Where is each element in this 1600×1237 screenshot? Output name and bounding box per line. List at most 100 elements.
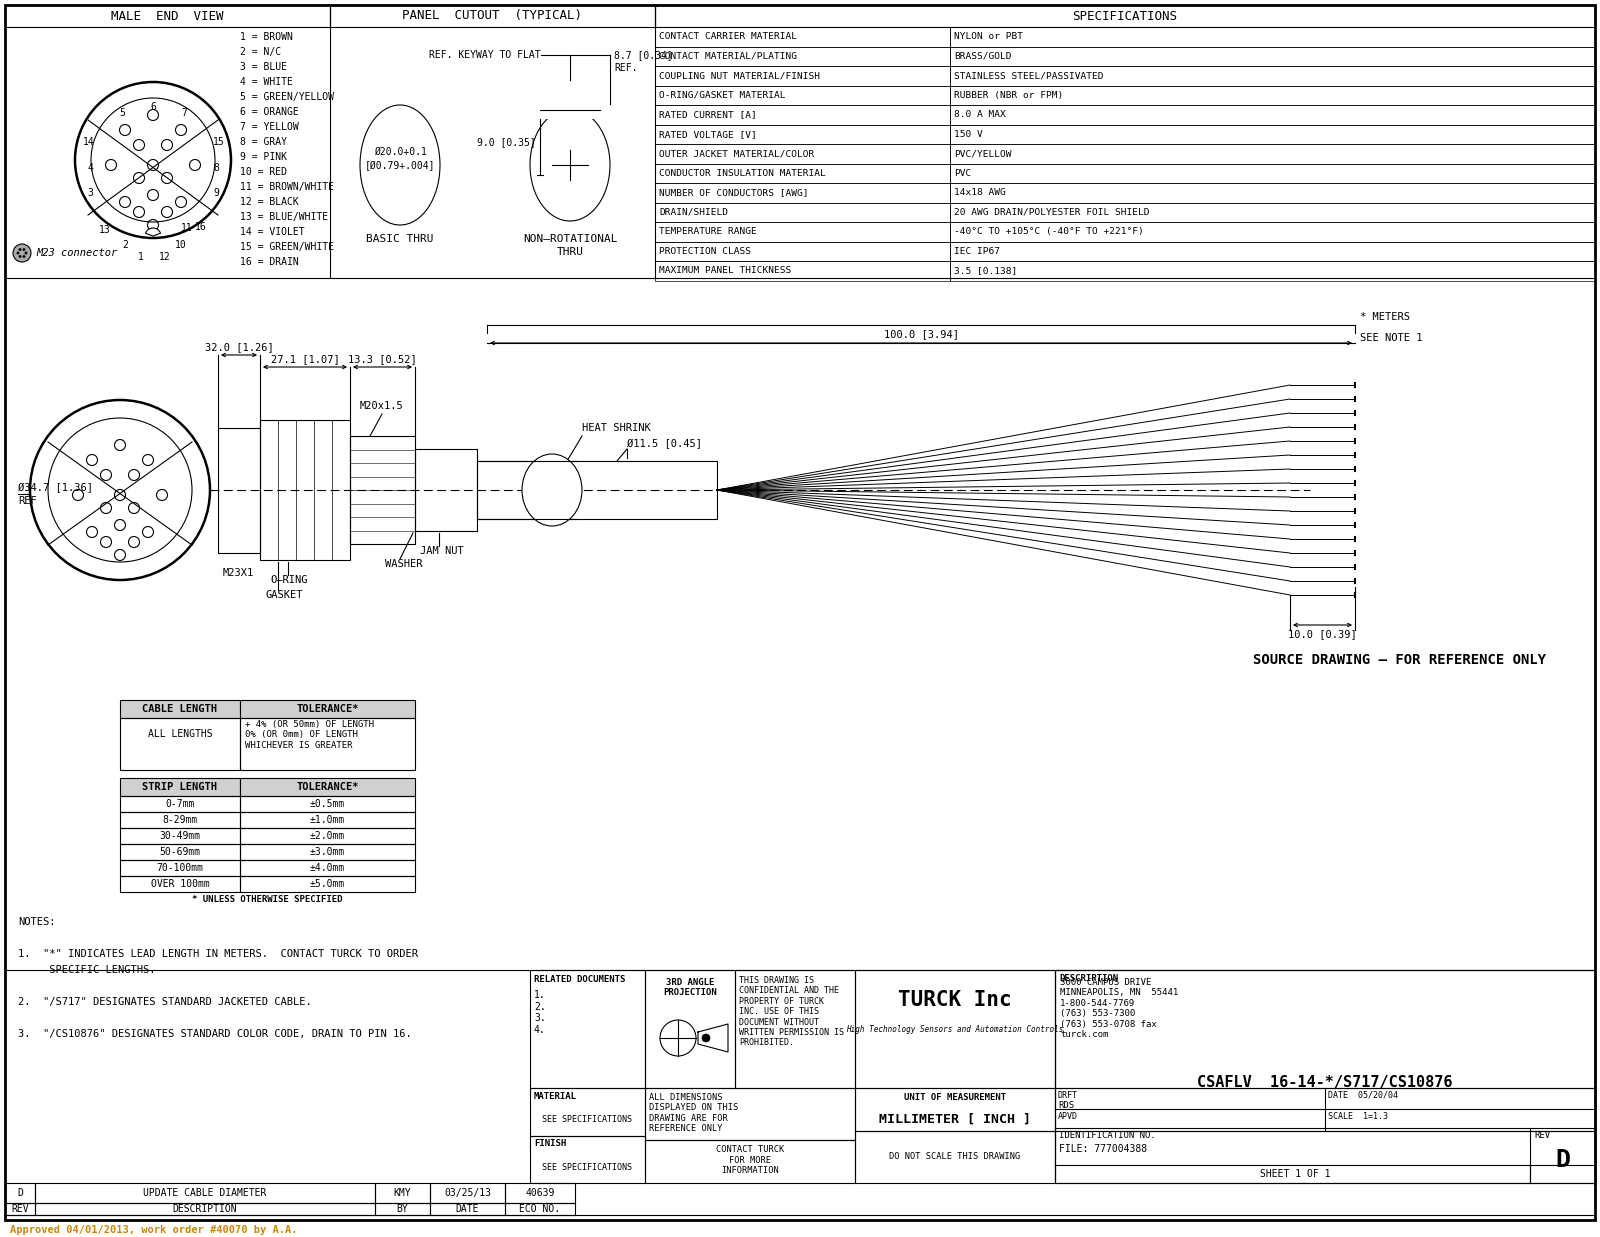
Bar [654, 203, 950, 221]
Bar [530, 970, 645, 1089]
Bar [528, 105, 611, 119]
Text: BY: BY [397, 1204, 408, 1213]
Text: RATED CURRENT [A]: RATED CURRENT [A] [659, 110, 757, 119]
Text: CABLE LENGTH: CABLE LENGTH [142, 704, 218, 714]
Bar [240, 828, 414, 844]
Text: BRASS/GOLD: BRASS/GOLD [954, 52, 1011, 61]
Bar [950, 183, 1595, 203]
Text: TOLERANCE*: TOLERANCE* [296, 704, 358, 714]
Text: NUMBER OF CONDUCTORS [AWG]: NUMBER OF CONDUCTORS [AWG] [659, 188, 808, 197]
Text: 2.  "/S717" DESIGNATES STANDARD JACKETED CABLE.: 2. "/S717" DESIGNATES STANDARD JACKETED … [18, 997, 312, 1007]
Bar [854, 1131, 1054, 1183]
Text: SPECIFICATIONS: SPECIFICATIONS [1072, 10, 1178, 22]
Bar [950, 241, 1595, 261]
Text: 8: 8 [213, 163, 219, 173]
Bar [654, 105, 950, 125]
Text: GASKET: GASKET [266, 590, 302, 600]
Text: 6: 6 [150, 101, 155, 113]
Bar [259, 421, 350, 560]
Bar [1054, 1131, 1595, 1183]
Text: APVD: APVD [1058, 1112, 1078, 1122]
Text: DESCRIPTION: DESCRIPTION [173, 1204, 237, 1213]
Text: OVER 100mm: OVER 100mm [150, 880, 210, 889]
Text: 8 = GRAY: 8 = GRAY [240, 137, 286, 147]
Text: 40639: 40639 [525, 1188, 555, 1197]
Bar [218, 428, 259, 553]
Circle shape [26, 252, 27, 254]
Text: ECO NO.: ECO NO. [520, 1204, 560, 1213]
Text: DESCRIPTION: DESCRIPTION [1059, 974, 1118, 983]
Text: 8-29mm: 8-29mm [162, 815, 198, 825]
Bar [950, 163, 1595, 183]
Bar [120, 778, 240, 795]
Text: 03/25/13: 03/25/13 [445, 1188, 491, 1197]
Text: 11 = BROWN/WHITE: 11 = BROWN/WHITE [240, 182, 334, 192]
Polygon shape [698, 1024, 728, 1051]
Text: ALL LENGTHS: ALL LENGTHS [147, 729, 213, 738]
Text: 5 = GREEN/YELLOW: 5 = GREEN/YELLOW [240, 92, 334, 101]
Text: UPDATE CABLE DIAMETER: UPDATE CABLE DIAMETER [144, 1188, 267, 1197]
Wedge shape [146, 228, 160, 236]
Bar [414, 449, 477, 531]
Text: 100.0 [3.94]: 100.0 [3.94] [883, 329, 958, 339]
Bar [430, 1183, 506, 1204]
Text: REF: REF [18, 496, 37, 506]
Text: Ø20.0+0.1: Ø20.0+0.1 [373, 147, 427, 157]
Text: 14x18 AWG: 14x18 AWG [954, 188, 1006, 197]
Bar [950, 85, 1595, 105]
Text: COUPLING NUT MATERIAL/FINISH: COUPLING NUT MATERIAL/FINISH [659, 72, 819, 80]
Bar [734, 970, 854, 1089]
Text: SCALE  1=1.3: SCALE 1=1.3 [1328, 1112, 1389, 1122]
Bar [854, 1089, 1054, 1131]
Text: SHEET 1 OF 1: SHEET 1 OF 1 [1259, 1169, 1330, 1179]
Text: CONTACT MATERIAL/PLATING: CONTACT MATERIAL/PLATING [659, 52, 797, 61]
Text: TOLERANCE*: TOLERANCE* [296, 782, 358, 792]
Text: 4: 4 [86, 163, 93, 173]
Text: DRFT: DRFT [1058, 1091, 1078, 1100]
Text: 4 = WHITE: 4 = WHITE [240, 77, 293, 87]
Text: D: D [18, 1188, 22, 1197]
Text: MATERIAL: MATERIAL [534, 1092, 578, 1101]
Bar [120, 700, 240, 717]
Text: RDS: RDS [1058, 1101, 1074, 1110]
Bar [950, 203, 1595, 221]
Bar [240, 811, 414, 828]
Bar [35, 1183, 374, 1204]
Text: CONTACT TURCK
FOR MORE
INFORMATION: CONTACT TURCK FOR MORE INFORMATION [715, 1145, 784, 1175]
Text: 150 V: 150 V [954, 130, 982, 139]
Text: WASHER: WASHER [386, 559, 422, 569]
Text: DO NOT SCALE THIS DRAWING: DO NOT SCALE THIS DRAWING [890, 1153, 1021, 1162]
Text: PVC/YELLOW: PVC/YELLOW [954, 150, 1011, 158]
Bar [1054, 970, 1595, 1089]
Bar [430, 1204, 506, 1215]
Text: REF. KEYWAY TO FLAT: REF. KEYWAY TO FLAT [429, 49, 541, 61]
Text: DATE  05/20/04: DATE 05/20/04 [1328, 1091, 1398, 1100]
Text: 15 = GREEN/WHITE: 15 = GREEN/WHITE [240, 242, 334, 252]
Text: RUBBER (NBR or FPM): RUBBER (NBR or FPM) [954, 90, 1064, 100]
Text: CONTACT CARRIER MATERIAL: CONTACT CARRIER MATERIAL [659, 32, 797, 41]
Bar [120, 876, 240, 892]
Bar [5, 1183, 35, 1204]
Text: PROTECTION CLASS: PROTECTION CLASS [659, 246, 750, 256]
Bar [654, 241, 950, 261]
Bar [654, 143, 950, 163]
Text: SOURCE DRAWING – FOR REFERENCE ONLY: SOURCE DRAWING – FOR REFERENCE ONLY [1253, 653, 1547, 667]
Text: STAINLESS STEEL/PASSIVATED: STAINLESS STEEL/PASSIVATED [954, 72, 1104, 80]
Bar [950, 261, 1595, 281]
Text: O–RING: O–RING [270, 575, 307, 585]
Text: ±3.0mm: ±3.0mm [310, 847, 346, 857]
Text: 32.0 [1.26]: 32.0 [1.26] [205, 341, 274, 353]
Text: 3 = BLUE: 3 = BLUE [240, 62, 286, 72]
Bar [240, 860, 414, 876]
Bar [506, 1204, 574, 1215]
Circle shape [16, 252, 19, 254]
Text: 7: 7 [181, 108, 187, 118]
Bar [35, 1204, 374, 1215]
Text: THRU: THRU [557, 247, 584, 257]
Bar [645, 1141, 854, 1183]
Text: -40°C TO +105°C (-40°F TO +221°F): -40°C TO +105°C (-40°F TO +221°F) [954, 228, 1144, 236]
Text: PANEL  CUTOUT  (TYPICAL): PANEL CUTOUT (TYPICAL) [403, 10, 582, 22]
Bar [654, 47, 950, 66]
Text: SPECIFIC LENGTHS.: SPECIFIC LENGTHS. [18, 965, 155, 975]
Text: 8.7 [0.34]: 8.7 [0.34] [614, 49, 672, 61]
